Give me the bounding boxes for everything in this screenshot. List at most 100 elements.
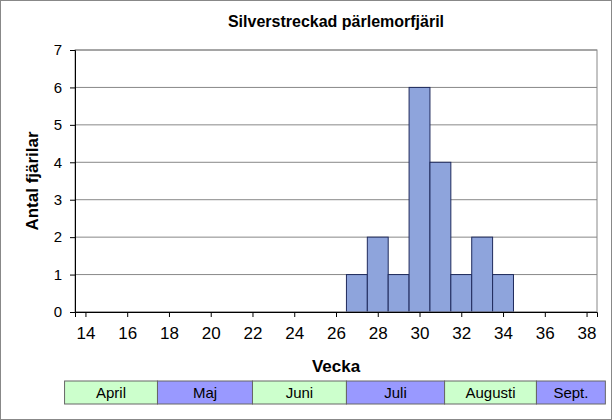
- y-tick-label: 6: [54, 79, 62, 96]
- y-tick-label: 7: [54, 41, 62, 58]
- x-tick-label: 34: [494, 324, 513, 343]
- x-tick-label: 36: [536, 324, 555, 343]
- x-axis: 14 16 18 20 22 24 26 28 30 32 34 36 38: [76, 312, 598, 343]
- y-tick-label: 2: [54, 228, 62, 245]
- x-tick: 38: [578, 312, 597, 343]
- month-label: Juli: [384, 384, 407, 401]
- month-box: [252, 381, 346, 404]
- x-tick: 34: [494, 312, 513, 343]
- y-tick-mark: [70, 50, 75, 51]
- grid-line: [75, 124, 597, 125]
- x-tick-mark: [336, 312, 337, 317]
- background: [1, 1, 612, 420]
- x-tick-label: 18: [160, 324, 179, 343]
- title: Silverstreckad pärlemorfjäril: [228, 13, 444, 30]
- x-tick-mark: [587, 312, 588, 317]
- x-tick: 18: [160, 312, 179, 343]
- y-tick: 7: [54, 41, 75, 58]
- bar: [430, 162, 451, 312]
- y-tick-mark: [70, 237, 75, 238]
- month-label: Sept.: [553, 384, 588, 401]
- bar: [493, 275, 514, 312]
- month-label: April: [96, 384, 126, 401]
- x-tick-mark: [503, 312, 504, 317]
- bar: [451, 275, 472, 312]
- x-tick: 24: [285, 312, 304, 343]
- x-tick-label: 16: [118, 324, 137, 343]
- y-tick: 0: [54, 303, 75, 320]
- grid-line: [75, 162, 597, 163]
- bar: [409, 87, 430, 312]
- y-tick-label: 1: [54, 266, 62, 283]
- y-tick-mark: [70, 87, 75, 88]
- month-box: [445, 381, 537, 404]
- x-tick: 28: [369, 312, 388, 343]
- x-tick-mark: [461, 312, 462, 317]
- grid-line: [75, 199, 597, 200]
- x-tick-label: 28: [369, 324, 388, 343]
- x-tick: 36: [536, 312, 555, 343]
- grid: [75, 50, 597, 312]
- x-tick-label: 22: [244, 324, 263, 343]
- y-axis: 0 1 2 3 4 5 6 7: [54, 41, 76, 320]
- month-label: Augusti: [465, 384, 515, 401]
- x-tick-mark: [211, 312, 212, 317]
- x-tick-label: 14: [76, 324, 95, 343]
- x-tick: 20: [202, 312, 221, 343]
- month-box: [157, 381, 252, 404]
- y-tick: 1: [54, 266, 75, 283]
- y-tick-label: 3: [54, 191, 62, 208]
- x-tick-mark: [378, 312, 379, 317]
- x-tick-mark: [127, 312, 128, 317]
- y-tick: 2: [54, 228, 75, 245]
- bar: [367, 237, 388, 312]
- x-tick: 26: [327, 312, 346, 343]
- x-tick-label: 24: [285, 324, 304, 343]
- x-tick: 22: [244, 312, 263, 343]
- y-tick-label: 5: [54, 116, 62, 133]
- y-tick-mark: [70, 162, 75, 163]
- month-band: AprilMajJuniJuliAugustiSept.: [65, 381, 606, 404]
- y-tick-mark: [70, 275, 75, 276]
- y-tick: 5: [54, 116, 75, 133]
- x-axis-line: [76, 313, 598, 318]
- x-tick-label: 30: [411, 324, 430, 343]
- y-tick-mark: [70, 125, 75, 126]
- y-tick-mark: [70, 312, 75, 313]
- x-tick-label: 26: [327, 324, 346, 343]
- x-tick-mark: [252, 312, 253, 317]
- y-tick-label: 0: [54, 303, 62, 320]
- x-tick: 16: [118, 312, 137, 343]
- bar: [472, 237, 493, 312]
- bar: [388, 275, 409, 312]
- y-axis-title: Antal fjärilar: [23, 131, 42, 231]
- grid-line: [75, 87, 597, 88]
- x-tick-label: 32: [452, 324, 471, 343]
- x-tick: 32: [452, 312, 471, 343]
- y-tick: 3: [54, 191, 75, 208]
- x-tick-mark: [420, 312, 421, 317]
- grid-line: [75, 274, 597, 275]
- y-tick: 4: [54, 154, 75, 171]
- x-tick-mark: [545, 312, 546, 317]
- bars: [346, 87, 513, 312]
- y-tick-mark: [70, 200, 75, 201]
- x-tick-label: 38: [578, 324, 597, 343]
- x-axis-title: Vecka: [312, 357, 361, 376]
- month-label: Maj: [193, 384, 217, 401]
- x-tick: 14: [76, 312, 95, 343]
- y-axis-line: [70, 51, 76, 313]
- plot-frame: [75, 50, 597, 312]
- bar: [346, 275, 367, 312]
- month-box: [346, 381, 444, 404]
- x-tick-mark: [294, 312, 295, 317]
- chart: 0123456714161820222426283032343638Silver…: [0, 0, 612, 420]
- month-box: [65, 381, 158, 404]
- x-tick-mark: [169, 312, 170, 317]
- y-tick-label: 4: [54, 154, 62, 171]
- month-box: [536, 381, 605, 404]
- x-tick-mark: [85, 312, 86, 317]
- x-tick: 30: [411, 312, 430, 343]
- grid-line: [75, 237, 597, 238]
- x-tick-label: 20: [202, 324, 221, 343]
